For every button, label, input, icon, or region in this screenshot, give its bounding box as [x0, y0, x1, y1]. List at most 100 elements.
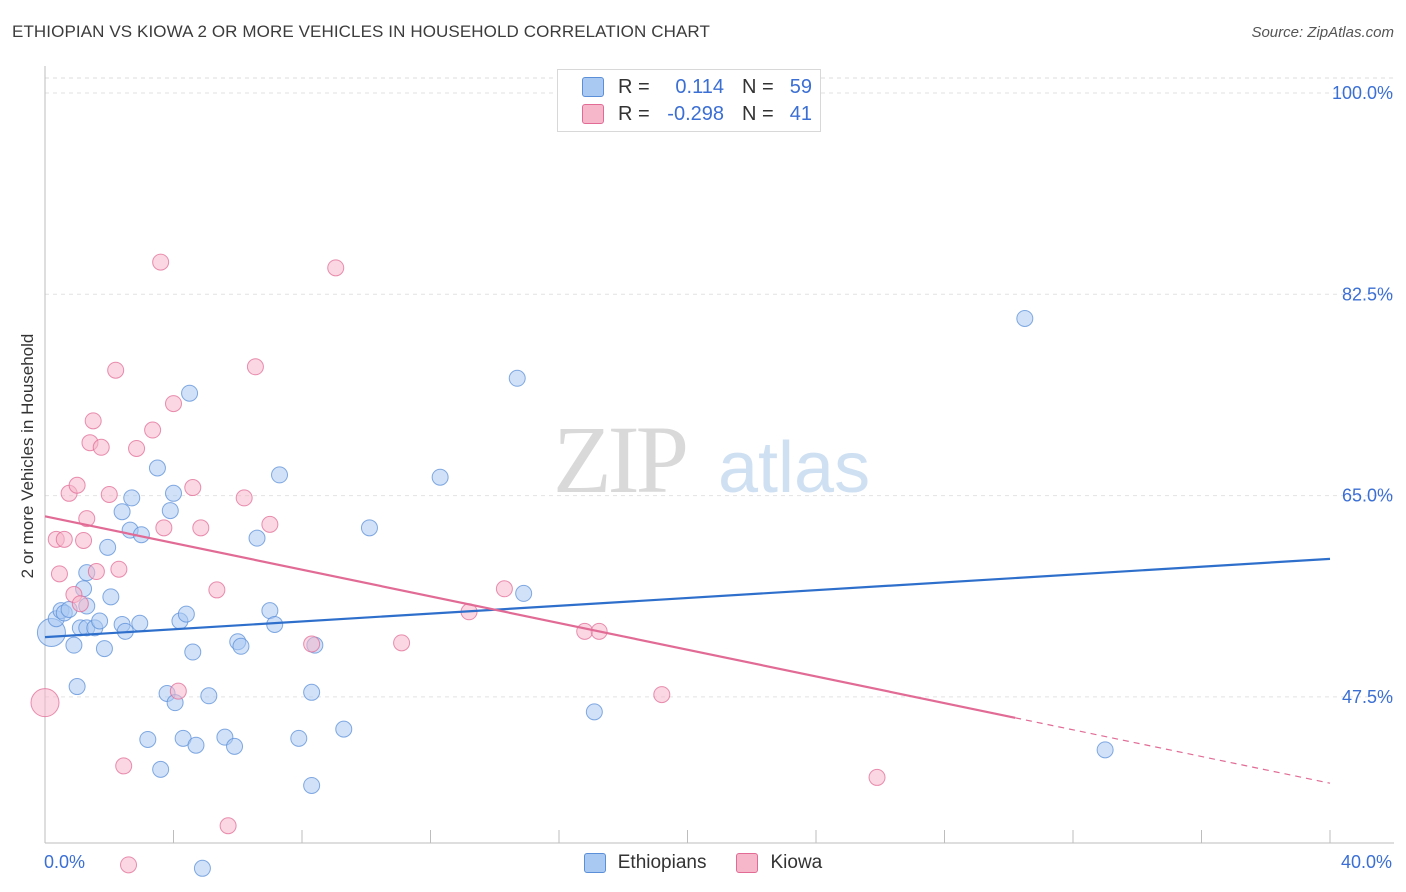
ethiopians-point	[303, 776, 321, 794]
ethiopians-point	[360, 519, 378, 537]
ethiopians-point	[102, 588, 120, 606]
y-axis-label: 2 or more Vehicles in Household	[18, 333, 37, 579]
series-legend: Ethiopians Kiowa	[0, 852, 1406, 874]
series-label-ethiopians: Ethiopians	[617, 852, 707, 873]
ethiopians-point	[113, 503, 131, 521]
kiowa-point	[120, 856, 138, 874]
legend-swatch-kiowa	[582, 104, 604, 124]
kiowa-point	[55, 530, 73, 548]
legend-r-value: 0.114	[675, 75, 724, 98]
kiowa-point	[68, 476, 86, 494]
kiowa-point	[50, 565, 68, 583]
ethiopians-point	[1096, 741, 1114, 759]
chart-title: ETHIOPIAN VS KIOWA 2 OR MORE VEHICLES IN…	[12, 22, 710, 41]
ethiopians-point	[165, 484, 182, 502]
series-legend-kiowa: Kiowa	[736, 852, 822, 874]
legend-r-value: -0.298	[667, 102, 724, 125]
trend-lines	[44, 515, 1331, 784]
legend-n-label: N =	[742, 75, 774, 98]
series-legend-ethiopians: Ethiopians	[583, 852, 707, 874]
ethiopians-point	[431, 468, 449, 486]
kiowa-point	[868, 768, 886, 786]
kiowa-point	[165, 395, 182, 413]
kiowa-point	[144, 421, 162, 439]
ethiopians-point	[515, 584, 533, 602]
ethiopians-point	[585, 703, 603, 721]
kiowa-point	[115, 757, 133, 775]
legend-row-ethiopians: R = 0.114 N = 59	[582, 74, 812, 100]
kiowa-point	[169, 682, 187, 700]
kiowa-point	[75, 531, 93, 549]
kiowa-point	[261, 515, 279, 533]
ethiopians-point	[508, 369, 526, 387]
correlation-legend: R = 0.114 N = 59 R = -0.298 N = 41	[557, 69, 821, 132]
ethiopians-point	[65, 636, 83, 654]
x-tick-label-max: 40.0%	[1340, 852, 1392, 872]
kiowa-point	[246, 358, 264, 376]
kiowa-point	[208, 581, 226, 599]
kiowa-point	[107, 361, 125, 379]
kiowa-point	[192, 519, 210, 537]
legend-swatch-ethiopians	[582, 77, 604, 97]
ethiopians-point	[152, 760, 170, 778]
series-label-kiowa: Kiowa	[770, 852, 823, 873]
kiowa-point	[71, 595, 89, 613]
kiowa-point	[219, 817, 237, 835]
ethiopians-point	[161, 502, 179, 520]
kiowa-point	[87, 563, 105, 581]
kiowa-point	[78, 510, 96, 528]
kiowa-point	[653, 686, 671, 704]
kiowa-point	[576, 622, 594, 640]
ethiopians-trend-line	[44, 557, 1331, 639]
data-points	[30, 253, 1114, 877]
ethiopians-point	[226, 737, 244, 755]
axes	[44, 66, 1394, 844]
kiowa-point	[100, 485, 118, 503]
kiowa-point	[92, 438, 110, 456]
ethiopians-point	[95, 640, 113, 658]
y-tick-labels: 100.0% 82.5% 65.0% 47.5%	[1332, 83, 1393, 707]
kiowa-point	[235, 489, 253, 507]
legend-r-label: R =	[618, 102, 650, 125]
kiowa-point	[152, 253, 170, 271]
ethiopians-point	[184, 643, 202, 661]
ethiopians-point	[200, 687, 218, 705]
watermark-atlas: atlas	[718, 428, 870, 508]
kiowa-trend-line-extension	[1015, 717, 1331, 784]
legend-n-label: N =	[742, 102, 774, 125]
y-tick-label-2: 65.0%	[1342, 486, 1393, 506]
watermark-zip: ZIP	[553, 406, 686, 513]
ethiopians-point	[177, 605, 195, 623]
legend-n-value: 41	[789, 102, 812, 125]
ethiopians-point	[68, 678, 86, 696]
ethiopians-point	[232, 637, 250, 655]
gridlines	[45, 77, 1395, 698]
ethiopians-point	[181, 384, 199, 402]
y-tick-label-0: 100.0%	[1332, 83, 1393, 103]
ethiopians-point	[131, 614, 149, 632]
kiowa-point	[155, 519, 173, 537]
legend-r-label: R =	[618, 75, 650, 98]
kiowa-trend-line	[44, 515, 1016, 719]
kiowa-point	[303, 635, 321, 653]
ethiopians-point	[335, 720, 353, 738]
ethiopians-point	[1016, 309, 1034, 327]
ethiopians-point	[290, 729, 308, 747]
legend-n-value: 59	[789, 75, 812, 98]
ethiopians-point	[99, 538, 117, 556]
kiowa-point	[327, 259, 345, 277]
kiowa-point	[184, 479, 202, 497]
watermark: ZIP atlas	[553, 406, 870, 513]
kiowa-point	[495, 580, 513, 598]
x-tick-label-min: 0.0%	[44, 852, 86, 872]
y-tick-label-1: 82.5%	[1342, 284, 1393, 304]
kiowa-point	[84, 412, 102, 430]
kiowa-point	[128, 439, 146, 457]
ethiopians-point	[123, 489, 141, 507]
legend-row-kiowa: R = -0.298 N = 41	[582, 101, 812, 127]
kiowa-point	[30, 688, 60, 718]
ethiopians-point	[91, 612, 109, 630]
ethiopians-point	[148, 459, 166, 477]
y-tick-label-3: 47.5%	[1342, 687, 1393, 707]
